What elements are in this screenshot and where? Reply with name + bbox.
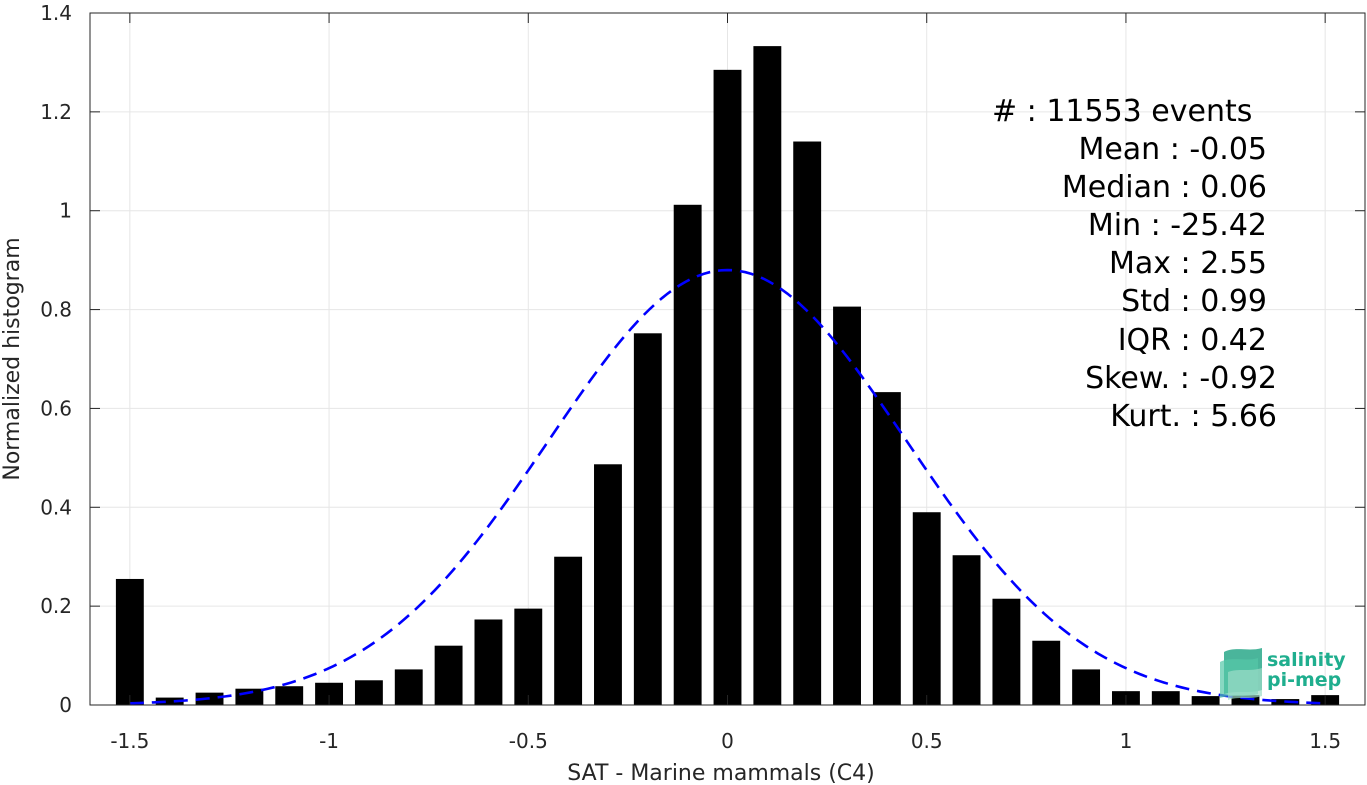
x-tick-label: 1.5 xyxy=(1309,729,1341,753)
stat-max: Max : 2.55 xyxy=(1109,246,1267,281)
histogram-bar xyxy=(1231,695,1260,705)
histogram-bar xyxy=(1032,640,1061,705)
histogram-bar xyxy=(992,598,1021,705)
histogram-bar xyxy=(514,608,543,705)
histogram-bar xyxy=(872,392,901,705)
y-tick-label: 1.2 xyxy=(40,100,72,124)
histogram-bar xyxy=(1072,669,1101,705)
histogram-bar xyxy=(235,688,264,705)
histogram-bar xyxy=(394,669,423,705)
histogram-bar xyxy=(793,141,822,705)
x-tick-label: 0 xyxy=(721,729,734,753)
histogram-bar xyxy=(833,306,861,705)
histogram-bar xyxy=(594,464,622,705)
y-tick-label: 0.2 xyxy=(40,594,72,618)
x-tick-label: -1 xyxy=(319,729,339,753)
histogram-bar xyxy=(1151,691,1180,705)
x-tick-label: 0.5 xyxy=(911,729,943,753)
logo-text-pi-mep: pi-mep xyxy=(1267,669,1341,691)
histogram-bar xyxy=(713,69,742,706)
gaussian-fit-curve xyxy=(129,268,1326,705)
x-tick-label: -0.5 xyxy=(509,729,548,753)
histogram-bar xyxy=(434,645,463,705)
x-tick-label: 1 xyxy=(1120,729,1133,753)
stats-annotation: # : 11553 events Mean : -0.05 Median : 0… xyxy=(992,94,1277,434)
histogram-bar xyxy=(952,555,981,705)
histogram-bar xyxy=(753,46,782,706)
x-tick-label: -1.5 xyxy=(110,729,149,753)
y-tick-label: 1.4 xyxy=(40,1,72,25)
histogram-bar xyxy=(315,682,344,705)
histogram-bar xyxy=(155,697,184,705)
stat-kurt: Kurt. : 5.66 xyxy=(1110,399,1277,434)
logo-wave-icon xyxy=(1220,648,1262,700)
y-axis-title: Normalized histogram xyxy=(0,237,25,480)
y-tick-label: 0.4 xyxy=(40,495,72,519)
histogram-bar xyxy=(354,680,383,705)
stat-std: Std : 0.99 xyxy=(1121,284,1267,319)
histogram-bar xyxy=(275,686,304,705)
x-axis-title: SAT - Marine mammals (C4) xyxy=(567,761,875,785)
y-tick-label: 0 xyxy=(59,693,72,717)
y-tick-label: 0.8 xyxy=(40,298,72,322)
histogram-bar xyxy=(554,556,583,705)
y-axis-ticks: 0 0.2 0.4 0.6 0.8 1 1.2 1.4 xyxy=(40,1,1365,717)
histogram-bar xyxy=(1191,696,1220,705)
stat-events: # : 11553 events xyxy=(992,94,1252,129)
salinity-pi-mep-logo: salinity pi-mep xyxy=(1220,648,1346,700)
stat-min: Min : -25.42 xyxy=(1088,208,1267,243)
histogram-bar xyxy=(912,512,941,705)
x-axis-ticks: -1.5 -1 -0.5 0 0.5 1 1.5 xyxy=(110,13,1341,753)
stat-median: Median : 0.06 xyxy=(1062,170,1267,205)
stat-iqr: IQR : 0.42 xyxy=(1118,323,1267,358)
histogram-bars xyxy=(115,46,1340,706)
y-tick-label: 0.6 xyxy=(40,396,72,420)
stat-skew: Skew. : -0.92 xyxy=(1085,361,1277,396)
y-tick-label: 1 xyxy=(59,199,72,223)
histogram-bar xyxy=(474,619,503,705)
logo-text-salinity: salinity xyxy=(1267,649,1346,671)
histogram-bar xyxy=(633,333,662,705)
histogram-bar xyxy=(115,578,144,705)
stat-mean: Mean : -0.05 xyxy=(1078,132,1267,167)
histogram-bar xyxy=(673,204,702,706)
